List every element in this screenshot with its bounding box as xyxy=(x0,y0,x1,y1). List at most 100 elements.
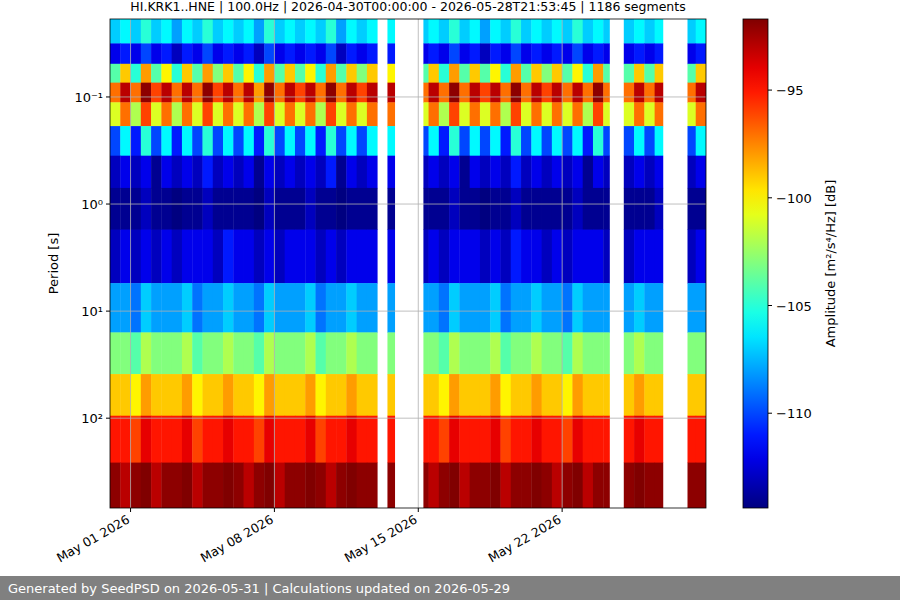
cell xyxy=(305,83,316,103)
cell xyxy=(274,19,285,44)
cell xyxy=(583,156,594,189)
cell xyxy=(429,102,440,126)
cell xyxy=(429,156,440,189)
cell xyxy=(521,126,532,156)
cell xyxy=(346,102,357,126)
cell xyxy=(423,188,429,230)
cell xyxy=(552,19,563,44)
cell xyxy=(182,230,193,284)
cell xyxy=(655,83,664,103)
cell xyxy=(387,463,395,508)
cell xyxy=(161,83,172,103)
cell xyxy=(357,19,368,44)
cell xyxy=(603,463,610,508)
cell xyxy=(305,102,316,126)
cell xyxy=(449,416,460,463)
cell xyxy=(490,283,501,333)
cell xyxy=(151,374,162,416)
cell xyxy=(336,19,347,44)
cell xyxy=(696,102,706,126)
cell xyxy=(500,374,511,416)
cell xyxy=(151,64,162,83)
cell xyxy=(316,230,327,284)
cell xyxy=(583,83,594,103)
cell xyxy=(367,230,378,284)
cell xyxy=(182,43,193,64)
cell xyxy=(213,83,224,103)
cell xyxy=(521,188,532,230)
cell xyxy=(305,156,316,189)
cell xyxy=(316,283,327,333)
cell xyxy=(572,19,583,44)
cell xyxy=(274,188,285,230)
cell xyxy=(500,416,511,463)
cell xyxy=(233,283,244,333)
cell xyxy=(120,102,131,126)
cell xyxy=(285,463,296,508)
cell xyxy=(233,64,244,83)
cell xyxy=(202,102,213,126)
cell xyxy=(161,332,172,374)
cell xyxy=(172,126,183,156)
cell xyxy=(634,332,645,374)
cell xyxy=(583,64,594,83)
cell xyxy=(603,230,610,284)
cell xyxy=(572,64,583,83)
cell xyxy=(531,463,542,508)
cell xyxy=(511,19,522,44)
cell xyxy=(521,332,532,374)
cell xyxy=(161,188,172,230)
cell xyxy=(634,43,645,64)
cell xyxy=(336,126,347,156)
cell xyxy=(603,19,610,44)
cell xyxy=(202,64,213,83)
cell xyxy=(423,283,429,333)
cell xyxy=(423,83,429,103)
cell xyxy=(161,102,172,126)
cell xyxy=(634,126,645,156)
cell xyxy=(552,83,563,103)
cell xyxy=(336,230,347,284)
cell xyxy=(316,43,327,64)
cell xyxy=(655,126,664,156)
cell xyxy=(346,188,357,230)
cell xyxy=(449,126,460,156)
cell xyxy=(459,230,470,284)
cell xyxy=(644,83,655,103)
cell xyxy=(387,283,395,333)
cell xyxy=(655,332,664,374)
cell xyxy=(336,83,347,103)
cell xyxy=(161,283,172,333)
cell xyxy=(305,332,316,374)
cell xyxy=(531,102,542,126)
tick-label: May 01 2026 xyxy=(54,512,132,566)
cell xyxy=(202,156,213,189)
tick-label: May 08 2026 xyxy=(198,512,276,566)
cell xyxy=(131,463,142,508)
cell xyxy=(120,463,131,508)
cell xyxy=(285,64,296,83)
cell xyxy=(367,283,378,333)
cell xyxy=(531,83,542,103)
cell xyxy=(172,416,183,463)
cell xyxy=(552,156,563,189)
cell xyxy=(223,230,234,284)
cell xyxy=(459,283,470,333)
cell xyxy=(593,64,604,83)
cell xyxy=(305,188,316,230)
cell xyxy=(583,332,594,374)
cell xyxy=(480,416,491,463)
cell xyxy=(470,416,481,463)
cell xyxy=(357,416,368,463)
cell xyxy=(295,83,306,103)
cell xyxy=(336,374,347,416)
cell xyxy=(552,463,563,508)
cell xyxy=(644,416,655,463)
cell xyxy=(552,102,563,126)
cell xyxy=(172,83,183,103)
cell xyxy=(500,19,511,44)
cell xyxy=(542,126,553,156)
cell xyxy=(423,102,429,126)
cell xyxy=(151,283,162,333)
cell xyxy=(500,188,511,230)
